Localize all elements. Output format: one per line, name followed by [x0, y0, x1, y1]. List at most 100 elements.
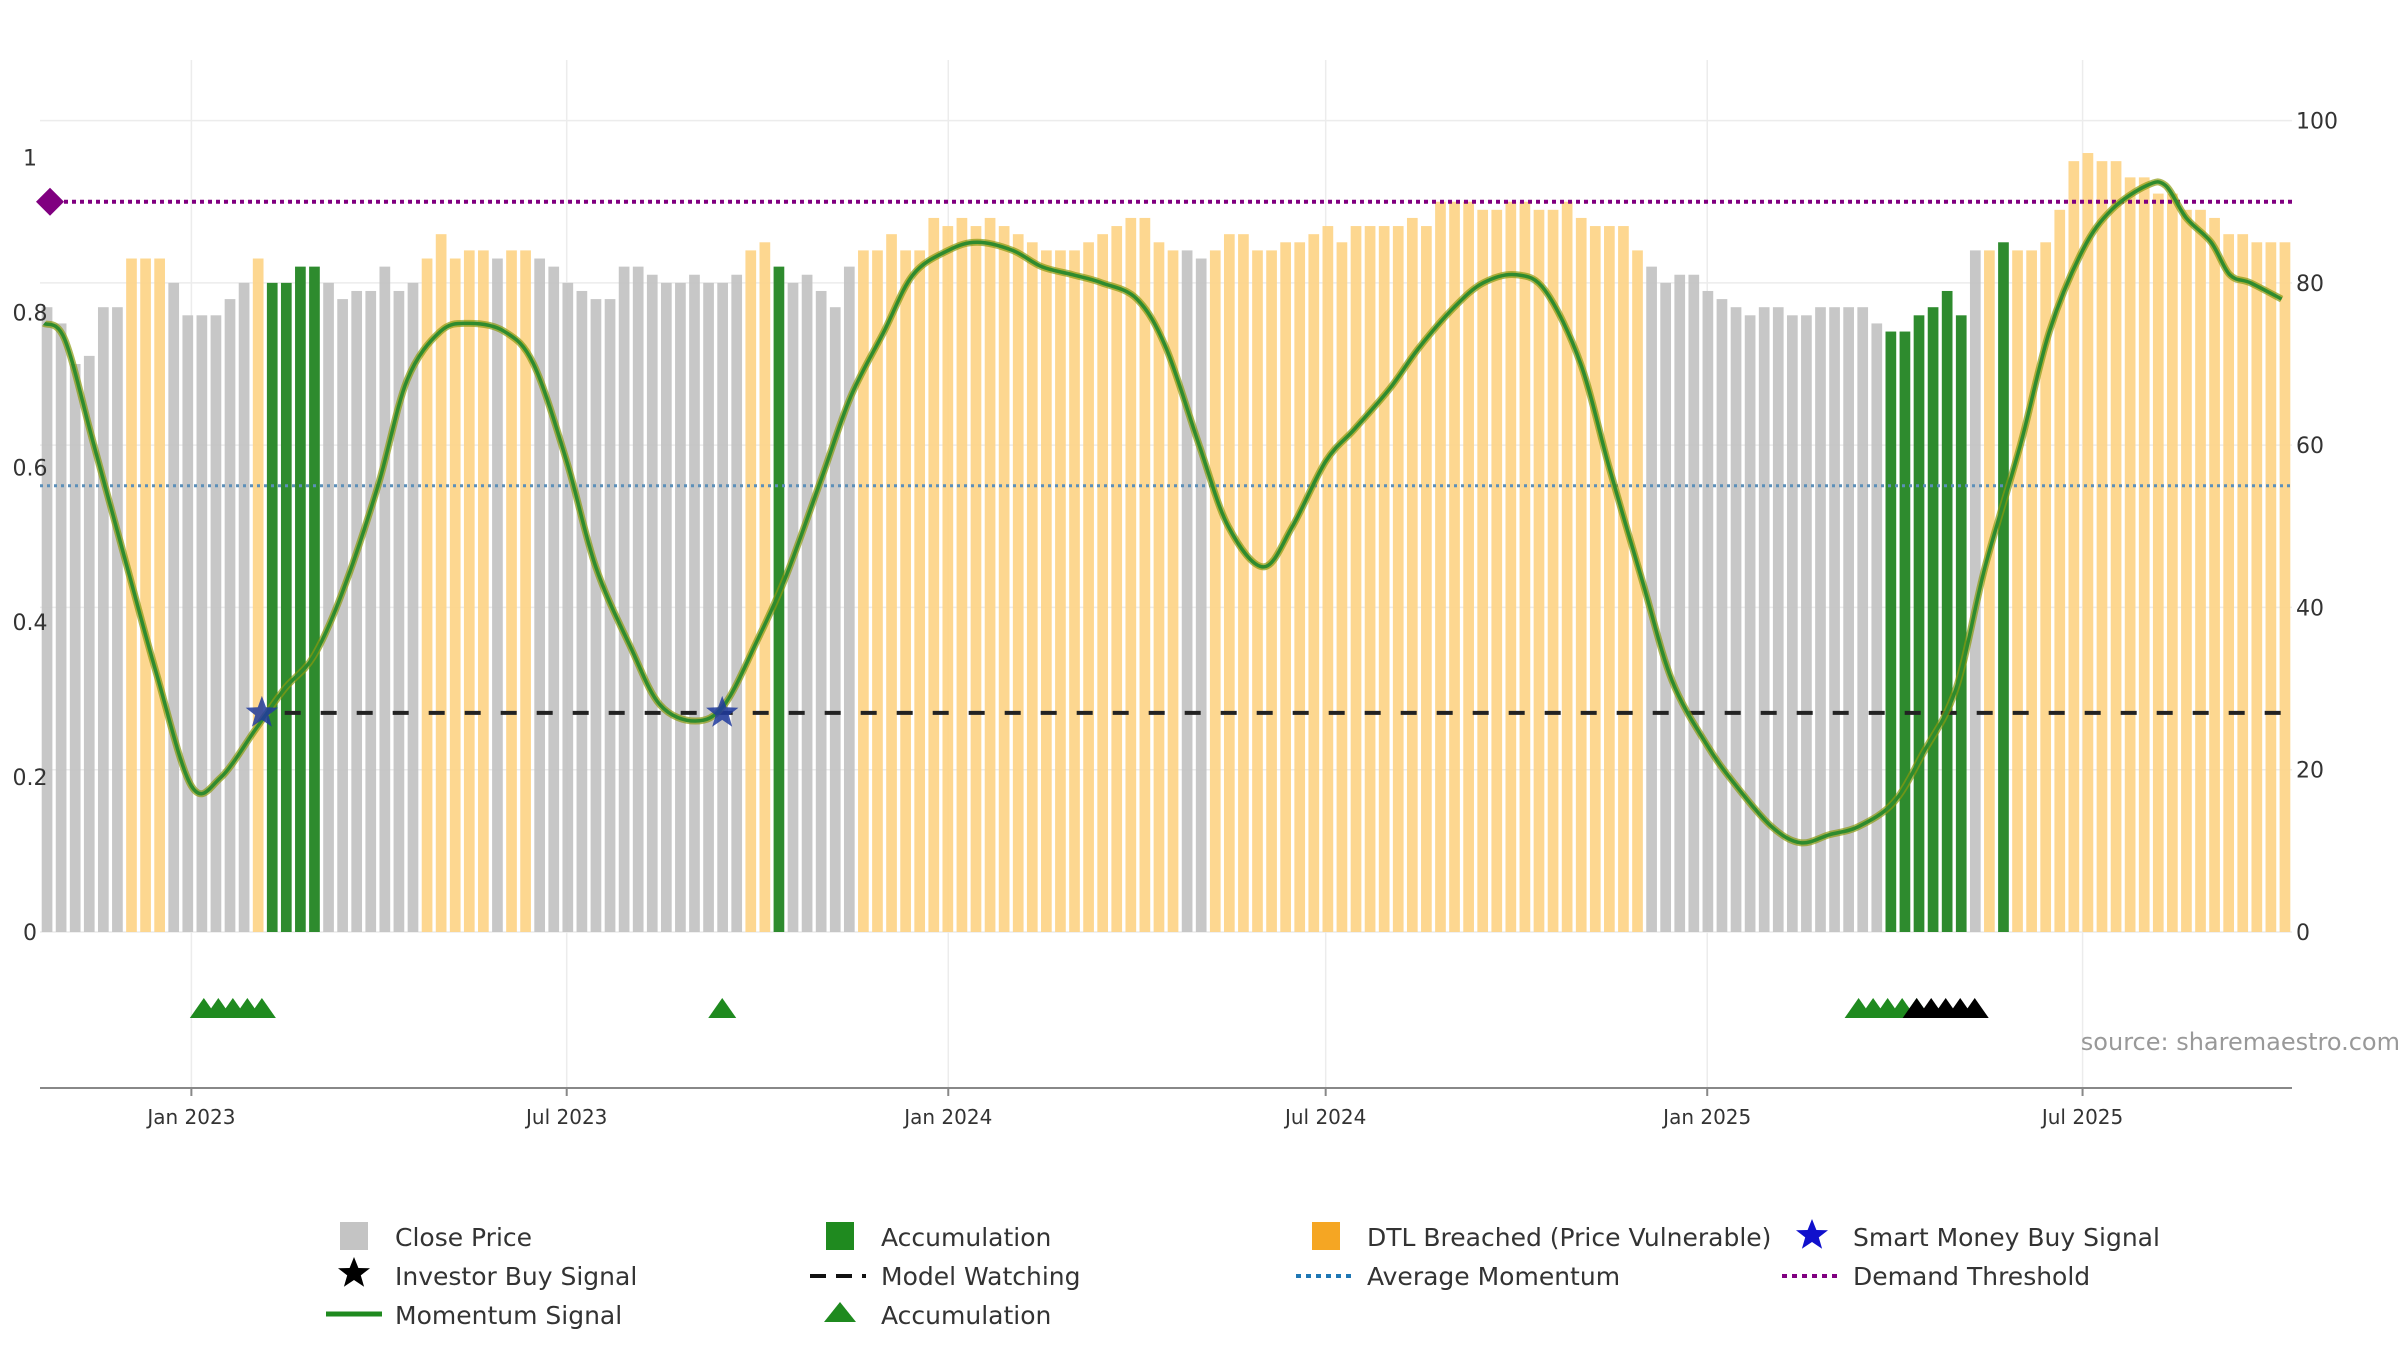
- dtl-breached-bar: [2265, 242, 2277, 933]
- dtl-breached-bar: [2054, 209, 2066, 933]
- close-price-bar: [829, 307, 841, 932]
- legend-accumulation-swatch: [826, 1222, 854, 1250]
- legend-accumulation: Accumulation: [881, 1223, 1051, 1252]
- dtl-breached-bar: [1421, 226, 1432, 933]
- dtl-breached-bar: [886, 234, 897, 932]
- dtl-breached-bar: [914, 250, 926, 932]
- close-price-bar: [1871, 323, 1883, 932]
- dtl-breached-bar: [759, 242, 771, 933]
- dtl-breached-bar: [1519, 201, 1531, 932]
- close-price-bar: [1772, 307, 1784, 932]
- close-price-bar: [1786, 315, 1798, 932]
- dtl-breached-bar: [1139, 217, 1151, 932]
- left-tick-label: 0.4: [13, 611, 48, 636]
- dtl-breached-bar: [140, 258, 151, 932]
- close-price-bar: [1730, 307, 1742, 932]
- dtl-breached-bar: [2068, 161, 2080, 933]
- source-attribution: source: sharemaestro.com: [2081, 1028, 2400, 1056]
- dtl-breached-bar: [1449, 201, 1460, 932]
- dtl-breached-bar: [984, 217, 996, 932]
- x-tick-label: Jul 2023: [524, 1105, 607, 1129]
- close-price-bar: [1716, 299, 1728, 933]
- close-price-bar: [492, 258, 503, 932]
- right-tick-label: 60: [2296, 434, 2324, 459]
- legend-average-momentum: Average Momentum: [1367, 1262, 1620, 1291]
- close-price-bar: [815, 290, 827, 932]
- close-price-bar: [351, 290, 363, 932]
- dtl-breached-bar: [2209, 217, 2220, 932]
- x-tick-label: Jan 2023: [145, 1105, 235, 1129]
- dtl-breached-bar: [1406, 217, 1418, 932]
- legend-investor-buy: Investor Buy Signal: [395, 1262, 637, 1291]
- dtl-breached-bar: [1252, 250, 1263, 932]
- accumulation-bar: [295, 266, 306, 933]
- dtl-breached-bar: [1364, 226, 1376, 933]
- legend-investor-buy-star-icon: [338, 1257, 370, 1287]
- close-price-bar: [717, 282, 728, 932]
- right-tick-label: 100: [2296, 110, 2338, 135]
- close-price-bar: [689, 274, 700, 932]
- close-price-bar: [1646, 266, 1657, 933]
- dtl-breached-bar: [1322, 226, 1334, 933]
- dtl-breached-bar: [1041, 250, 1052, 932]
- smart-money-star-icon: [245, 695, 279, 727]
- dtl-breached-bar: [1477, 209, 1489, 933]
- dtl-breached-bar: [154, 258, 165, 932]
- close-price-bar: [675, 282, 686, 932]
- dtl-breached-bar: [1378, 226, 1390, 933]
- demand-threshold-diamond: [36, 187, 64, 216]
- dtl-breached-bar: [2124, 177, 2136, 932]
- close-price-bar: [379, 266, 391, 933]
- accumulation-bar: [280, 282, 292, 932]
- dtl-breached-bar: [1604, 226, 1615, 933]
- close-price-bar: [1674, 274, 1686, 932]
- dtl-breached-bar: [1984, 250, 1995, 932]
- dtl-breached-bar: [2195, 209, 2206, 933]
- legend-dtl-breached: DTL Breached (Price Vulnerable): [1367, 1223, 1771, 1252]
- accumulation-bar: [1998, 242, 2009, 933]
- dtl-breached-bar: [1280, 242, 1291, 933]
- dtl-breached-bar: [520, 250, 531, 932]
- dtl-breached-bar: [745, 250, 757, 932]
- smart-money-star-icon: [706, 695, 739, 727]
- close-price-bar: [1181, 250, 1193, 932]
- right-tick-label: 0: [2296, 921, 2310, 946]
- dtl-breached-bar: [1336, 242, 1348, 933]
- momentum-signal-line: [43, 180, 2283, 845]
- close-price-bar: [1843, 307, 1854, 932]
- legend-momentum-signal: Momentum Signal: [395, 1301, 622, 1330]
- accumulation-bar: [309, 266, 320, 933]
- dtl-breached-bar: [2026, 250, 2037, 932]
- dtl-breached-bar: [1238, 234, 1249, 932]
- close-price-bar: [238, 282, 250, 932]
- dtl-breached-bar: [478, 250, 489, 932]
- close-price-bar: [1702, 290, 1714, 932]
- dtl-breached-bar: [252, 258, 264, 932]
- dtl-breached-bar: [1533, 209, 1545, 933]
- dtl-breached-bar: [1069, 250, 1080, 932]
- close-price-bar: [731, 274, 743, 932]
- close-price-bar: [1744, 315, 1756, 932]
- dtl-breached-bar: [858, 250, 869, 932]
- legend-accumulation-marker: Accumulation: [881, 1301, 1051, 1330]
- close-price-bar: [1801, 315, 1812, 932]
- close-price-bar: [182, 315, 194, 932]
- accumulation-bar: [266, 282, 278, 932]
- close-price-bar: [801, 274, 813, 932]
- accumulation-bar: [1927, 307, 1939, 932]
- dtl-breached-bar: [1223, 234, 1235, 932]
- close-price-bar: [407, 282, 419, 932]
- close-price-bar: [604, 299, 616, 933]
- dtl-breached-bar: [970, 226, 982, 933]
- left-tick-label: 1: [23, 146, 37, 171]
- close-price-bar: [618, 266, 630, 933]
- dtl-breached-bar: [2138, 177, 2150, 932]
- right-tick-label: 20: [2296, 759, 2324, 784]
- legend-accumulation-triangle-icon: [824, 1302, 856, 1322]
- close-price-bar: [83, 355, 95, 932]
- close-price-bar: [632, 266, 644, 933]
- dtl-breached-bar: [1111, 226, 1123, 933]
- dtl-breached-bar: [1167, 250, 1179, 932]
- close-price-bar: [337, 299, 348, 933]
- right-tick-label: 40: [2296, 596, 2324, 621]
